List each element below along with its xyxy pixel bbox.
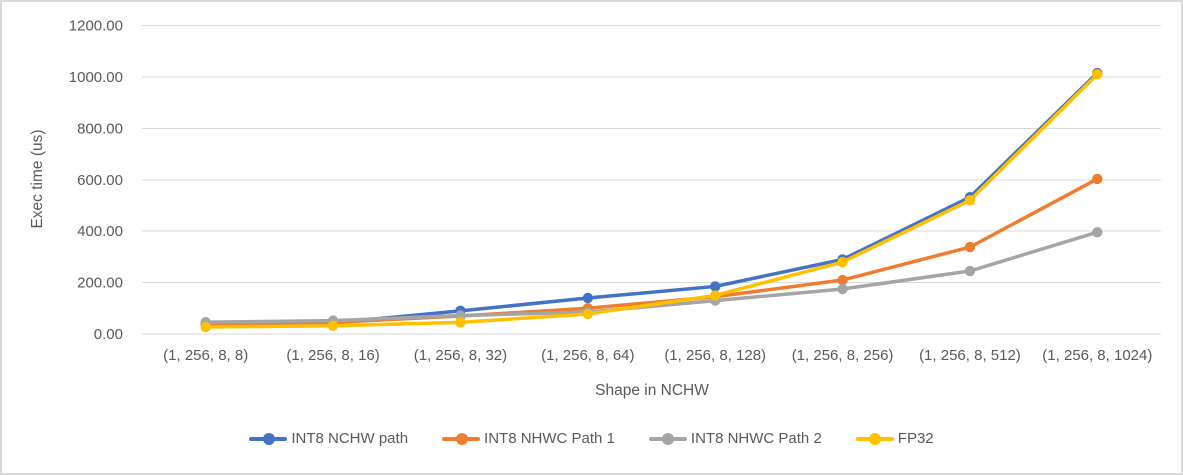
data-point-marker-fp32 [455, 317, 466, 328]
x-category-label: (1, 256, 8, 128) [664, 347, 766, 364]
legend-item-int8-nhwc-path-2: INT8 NHWC Path 2 [648, 430, 822, 447]
data-point-marker-int8-nchw-path [582, 292, 594, 304]
x-category-label: (1, 256, 8, 32) [414, 347, 507, 364]
data-point-marker-int8-nchw-path [709, 281, 721, 292]
data-point-marker-fp32 [200, 321, 211, 333]
series-fp32 [200, 69, 1103, 333]
series-line-int8-nhwc-path-2 [203, 230, 1100, 324]
legend-label: INT8 NCHW path [291, 430, 409, 447]
x-category-label: (1, 256, 8, 8) [163, 347, 248, 364]
series-int8-nhwc-path-2 [200, 226, 1103, 328]
legend-item-int8-nhwc-path-1: INT8 NHWC Path 1 [442, 430, 615, 447]
legend-item-fp32: FP32 [855, 430, 934, 447]
data-point-marker-fp32 [964, 195, 976, 206]
legend-label: INT8 NHWC Path 1 [484, 430, 615, 447]
x-category-label: (1, 256, 8, 16) [286, 347, 379, 364]
y-tick-label: 0.00 [94, 326, 123, 343]
data-point-marker-fp32 [327, 320, 339, 331]
data-point-marker-int8-nhwc-path-2 [964, 265, 976, 277]
data-point-marker-int8-nhwc-path-1 [1092, 173, 1103, 185]
legend-line-marker-icon [249, 432, 288, 445]
y-tick-label: 200.00 [77, 275, 123, 292]
legend: INT8 NCHW path INT8 NHWC Path 1 INT8 NHW… [2, 430, 1181, 447]
x-category-label: (1, 256, 8, 64) [541, 347, 634, 364]
legend-label: INT8 NHWC Path 2 [690, 430, 822, 447]
x-category-label: (1, 256, 8, 512) [919, 347, 1021, 364]
y-tick-label: 800.00 [77, 120, 123, 137]
data-point-marker-int8-nhwc-path-1 [837, 274, 848, 286]
legend-line-marker-icon [648, 432, 687, 445]
x-category-label: (1, 256, 8, 1024) [1042, 347, 1152, 364]
data-point-marker-int8-nhwc-path-2 [837, 283, 848, 295]
y-tick-label: 1200.00 [69, 18, 123, 35]
legend-line-marker-icon [442, 432, 481, 445]
data-point-marker-int8-nhwc-path-2 [1092, 226, 1103, 238]
y-axis-title: Exec time (us) [29, 129, 46, 229]
data-point-marker-fp32 [709, 290, 721, 301]
gridlines [142, 25, 1161, 335]
x-category-label: (1, 256, 8, 256) [792, 347, 894, 364]
legend-item-int8-nchw-path: INT8 NCHW path [249, 430, 408, 447]
y-axis-tick-labels: 0.00 200.00 400.00 600.00 800.00 1000.00 1200.… [69, 18, 123, 344]
data-point-marker-int8-nhwc-path-1 [964, 241, 976, 253]
plot-area: 0.00 200.00 400.00 600.00 800.00 1000.00 1200.… [69, 18, 1161, 364]
legend-line-marker-icon [855, 432, 894, 445]
legend-label: FP32 [897, 430, 934, 447]
data-point-marker-fp32 [1092, 69, 1103, 80]
series-line-int8-nchw-path [203, 71, 1100, 326]
x-axis-title: Shape in NCHW [595, 382, 709, 399]
x-axis-category-labels: (1, 256, 8, 8) (1, 256, 8, 16) (1, 256, 8,… [163, 347, 1152, 364]
data-point-marker-fp32 [582, 308, 594, 320]
data-point-marker-fp32 [837, 256, 848, 268]
y-tick-label: 400.00 [77, 223, 123, 240]
y-tick-label: 600.00 [77, 172, 123, 189]
y-tick-label: 1000.00 [69, 69, 123, 86]
series-line-fp32 [203, 72, 1100, 329]
